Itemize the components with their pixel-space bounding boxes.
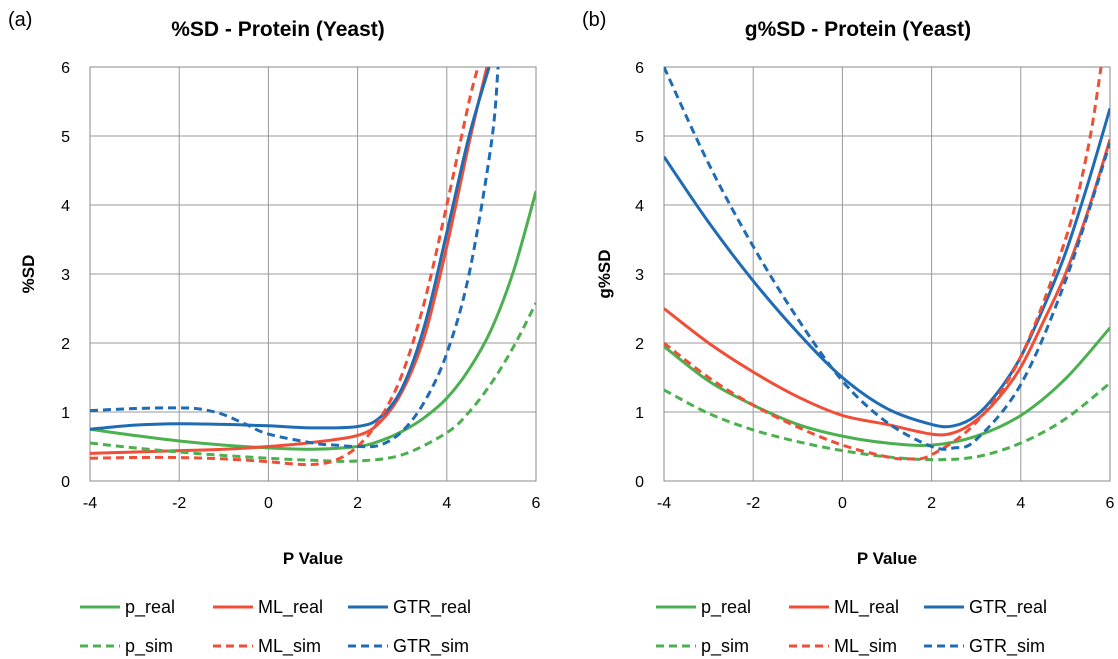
series-line-gtr-sim bbox=[664, 66, 1110, 451]
y-tick-label: 2 bbox=[61, 336, 70, 353]
chart-title: %SD - Protein (Yeast) bbox=[171, 18, 385, 41]
x-tick-label: 2 bbox=[927, 495, 936, 512]
plot-area bbox=[663, 66, 1111, 482]
y-axis-label: g%SD bbox=[595, 249, 614, 298]
x-tick-label: 6 bbox=[532, 495, 541, 512]
legend-label: GTR_sim bbox=[393, 636, 469, 657]
y-tick-label: 5 bbox=[635, 129, 644, 146]
legend-label: ML_real bbox=[258, 597, 323, 618]
plot-area bbox=[89, 66, 537, 482]
x-tick-label: -4 bbox=[657, 495, 671, 512]
legend-label: p_real bbox=[701, 597, 751, 618]
y-tick-label: 3 bbox=[61, 267, 70, 284]
series-line-p-real bbox=[664, 326, 1110, 447]
y-tick-label: 0 bbox=[61, 474, 70, 491]
x-tick-label: 6 bbox=[1106, 495, 1115, 512]
y-tick-label: 6 bbox=[61, 60, 70, 77]
series-line-gtr-real bbox=[90, 66, 491, 431]
series-line-ml-real bbox=[664, 139, 1110, 437]
legend: p_real ML_real GTR_real p_sim ML_sim GTR_sim bbox=[80, 597, 471, 657]
legend-label: GTR_sim bbox=[969, 636, 1045, 657]
legend-label: p_sim bbox=[701, 636, 749, 657]
x-axis-label: P Value bbox=[857, 549, 917, 568]
x-tick-label: 0 bbox=[838, 495, 847, 512]
series-lines bbox=[90, 66, 536, 467]
legend-label: ML_sim bbox=[834, 636, 897, 657]
x-tick-label: 4 bbox=[1016, 495, 1025, 512]
legend-label: GTR_real bbox=[969, 597, 1047, 618]
legend-label: GTR_real bbox=[393, 597, 471, 618]
y-tick-label: 4 bbox=[635, 198, 644, 215]
y-tick-label: 2 bbox=[635, 336, 644, 353]
y-tick-label: 3 bbox=[635, 267, 644, 284]
series-lines bbox=[664, 66, 1110, 462]
gridlines bbox=[663, 66, 1111, 482]
series-line-ml-sim bbox=[90, 66, 480, 467]
series-line-gtr-real bbox=[664, 107, 1110, 429]
y-tick-label: 1 bbox=[61, 405, 70, 422]
legend-label: p_real bbox=[125, 597, 175, 618]
chart-panel-a: (a) %SD - Protein (Yeast) -4 -2 0 2 4 6 0 1 2 3 4 5 6 P… bbox=[8, 9, 541, 657]
series-line-p-sim bbox=[90, 302, 536, 463]
legend: p_real ML_real GTR_real p_sim ML_sim GTR_sim bbox=[656, 597, 1047, 657]
x-tick-label: -2 bbox=[172, 495, 186, 512]
y-axis-label: %SD bbox=[19, 255, 38, 294]
chart-panel-b: (b) g%SD - Protein (Yeast) -4 -2 0 2 4 6 0 1 2 3 4 5 6… bbox=[582, 9, 1115, 657]
x-tick-label: 2 bbox=[353, 495, 362, 512]
y-tick-label: 1 bbox=[635, 405, 644, 422]
legend-label: p_sim bbox=[125, 636, 173, 657]
series-line-p-real bbox=[90, 190, 536, 451]
panel-label: (a) bbox=[8, 9, 32, 31]
x-tick-label: -2 bbox=[746, 495, 760, 512]
panel-label: (b) bbox=[582, 9, 606, 31]
chart-title: g%SD - Protein (Yeast) bbox=[745, 18, 971, 41]
series-line-ml-sim bbox=[664, 66, 1103, 461]
y-tick-label: 6 bbox=[635, 60, 644, 77]
series-line-ml-real bbox=[90, 66, 489, 455]
legend-label: ML_sim bbox=[258, 636, 321, 657]
y-tick-label: 5 bbox=[61, 129, 70, 146]
x-tick-label: 0 bbox=[264, 495, 273, 512]
x-axis-label: P Value bbox=[283, 549, 343, 568]
y-tick-label: 4 bbox=[61, 198, 70, 215]
series-line-gtr-sim bbox=[90, 66, 500, 449]
x-tick-label: 4 bbox=[442, 495, 451, 512]
y-tick-label: 0 bbox=[635, 474, 644, 491]
legend-label: ML_real bbox=[834, 597, 899, 618]
x-tick-label: -4 bbox=[83, 495, 97, 512]
